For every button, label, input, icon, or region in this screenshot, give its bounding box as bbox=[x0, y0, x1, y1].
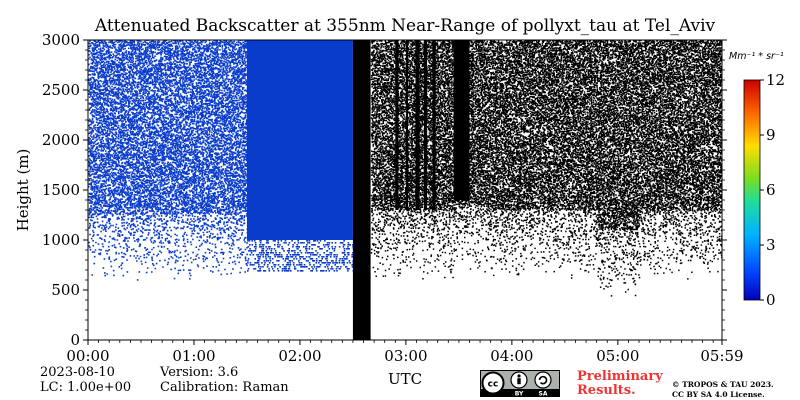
x-axis-label: UTC bbox=[388, 370, 422, 388]
x-tick-label: 05:59 bbox=[700, 347, 743, 365]
colorbar-tick-label: 12 bbox=[766, 71, 785, 89]
y-tick-label: 1000 bbox=[42, 231, 80, 249]
heatmap-dense-edge bbox=[247, 236, 356, 272]
colorbar-tick-label: 3 bbox=[766, 236, 776, 254]
y-axis-label: Height (m) bbox=[14, 149, 32, 232]
no-data-stripe bbox=[415, 40, 420, 210]
y-tick-label: 0 bbox=[70, 331, 80, 349]
x-tick-label: 00:00 bbox=[66, 347, 109, 365]
y-axis: 0 500 1000 1500 2000 2500 3000 bbox=[42, 31, 727, 349]
measurement-date: 2023-08-10 bbox=[40, 365, 115, 380]
x-tick-label: 05:00 bbox=[596, 347, 639, 365]
no-data-stripe bbox=[423, 40, 428, 210]
svg-text:BY: BY bbox=[515, 390, 524, 397]
colorbar: Mm⁻¹ * sr⁻¹ 0 3 6 9 12 bbox=[729, 51, 785, 309]
colorbar-ticks: 0 3 6 9 12 bbox=[760, 71, 785, 309]
y-tick-label: 1500 bbox=[42, 181, 80, 199]
y-tick-label: 2500 bbox=[42, 81, 80, 99]
x-tick-label: 03:00 bbox=[384, 347, 427, 365]
processing-version: Version: 3.6 bbox=[160, 365, 239, 380]
preliminary-notice: Preliminary bbox=[577, 369, 663, 384]
y-tick-label: 3000 bbox=[42, 31, 80, 49]
y-tick-label: 500 bbox=[51, 281, 80, 299]
colorbar-unit-label: Mm⁻¹ * sr⁻¹ bbox=[729, 51, 784, 62]
no-data-column bbox=[453, 40, 470, 200]
lidar-constant: LC: 1.00e+00 bbox=[40, 380, 132, 395]
heatmap-speckle-black bbox=[370, 40, 722, 297]
license-notice: CC BY SA 4.0 License. bbox=[672, 390, 765, 399]
colorbar-tick-label: 0 bbox=[766, 291, 776, 309]
no-data-stripe bbox=[405, 40, 409, 210]
calibration-method: Calibration: Raman bbox=[160, 380, 289, 395]
colorbar-tick-label: 6 bbox=[766, 181, 776, 199]
copyright-notice: © TROPOS & TAU 2023. bbox=[672, 380, 774, 389]
cc-by-sa-license-icon: cc BY SA bbox=[480, 370, 560, 397]
x-axis: 00:00 01:00 02:00 03:00 04:00 05:00 05:59 bbox=[66, 340, 744, 365]
no-data-gap bbox=[352, 40, 371, 340]
x-tick-label: 02:00 bbox=[278, 347, 321, 365]
x-tick-label: 01:00 bbox=[172, 347, 215, 365]
colorbar-gradient bbox=[743, 79, 761, 301]
no-data-stripe bbox=[395, 40, 399, 210]
svg-text:cc: cc bbox=[488, 380, 499, 390]
colorbar-tick-label: 9 bbox=[766, 126, 776, 144]
y-tick-label: 2000 bbox=[42, 131, 80, 149]
svg-text:SA: SA bbox=[539, 390, 548, 397]
x-tick-label: 04:00 bbox=[490, 347, 533, 365]
heatmap-dense-block bbox=[246, 40, 353, 240]
heatmap-area bbox=[88, 40, 722, 340]
no-data-stripe bbox=[432, 40, 436, 210]
chart-title: Attenuated Backscatter at 355nm Near-Ran… bbox=[94, 16, 716, 36]
heatmap-speckle-blue bbox=[88, 40, 249, 281]
preliminary-notice-line2: Results. bbox=[577, 383, 636, 398]
